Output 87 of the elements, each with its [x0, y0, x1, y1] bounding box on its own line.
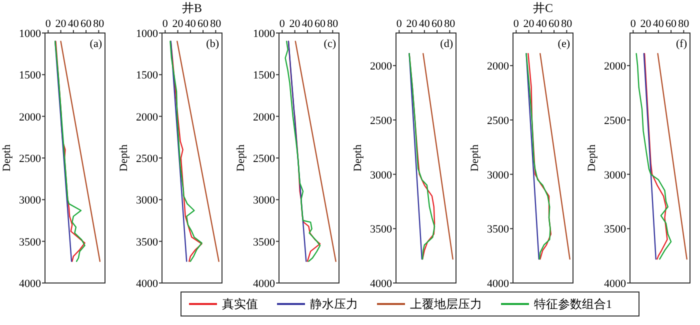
x-tick-label: 80: [210, 18, 222, 30]
x-tick-label: 0: [630, 18, 636, 30]
legend-label: 静水压力: [310, 297, 358, 311]
y-axis-title: Depth: [469, 144, 481, 172]
annotation: (d): [440, 38, 454, 50]
x-tick-label: 80: [678, 18, 690, 30]
y-tick-label: 1000: [136, 28, 158, 40]
x-tick-label: 40: [418, 18, 430, 30]
y-tick-label: 2000: [370, 60, 392, 73]
x-tick-label: 80: [561, 18, 573, 30]
y-tick-label: 1000: [253, 28, 276, 40]
x-tick-label: 0: [396, 18, 402, 30]
y-tick-label: 2500: [487, 114, 510, 127]
x-tick-label: 0: [162, 18, 168, 30]
line-series: [636, 53, 672, 260]
legend-label: 特征参数组合1: [534, 297, 612, 311]
line-series: [408, 53, 436, 260]
x-tick-label: 40: [184, 18, 196, 30]
y-axis-title: Depth: [118, 144, 130, 172]
y-tick-label: 2500: [604, 114, 626, 127]
x-tick-label: 40: [302, 18, 314, 30]
y-tick-label: 4000: [487, 278, 510, 290]
annotation: (b): [206, 38, 220, 50]
x-tick-label: 0: [513, 18, 520, 30]
y-tick-label: 2000: [19, 111, 42, 124]
x-tick-label: 60: [80, 18, 92, 30]
y-tick-label: 3500: [604, 224, 626, 236]
y-axis-title: Depth: [352, 144, 364, 172]
y-tick-label: 2000: [136, 111, 158, 124]
chart-title: 井B: [182, 1, 202, 15]
x-tick-label: 20: [172, 18, 184, 30]
y-tick-label: 4000: [136, 278, 158, 290]
y-tick-label: 3500: [136, 236, 158, 248]
x-tick-label: 80: [327, 18, 339, 30]
y-tick-label: 3000: [604, 169, 626, 182]
y-tick-label: 3500: [370, 224, 392, 236]
y-axis-title: Depth: [235, 144, 247, 172]
y-tick-label: 3500: [487, 224, 510, 236]
x-tick-label: 20: [55, 18, 67, 30]
x-tick-label: 60: [666, 18, 678, 30]
x-tick-label: 40: [68, 18, 80, 30]
chart-title: 井C: [532, 1, 554, 15]
line-series: [644, 53, 668, 260]
y-tick-label: 3500: [253, 236, 276, 248]
x-tick-label: 60: [314, 18, 326, 30]
y-tick-label: 3000: [487, 169, 510, 182]
y-tick-label: 2000: [487, 60, 510, 73]
annotation: (f): [676, 38, 688, 50]
y-tick-label: 2500: [136, 153, 158, 165]
y-tick-label: 2500: [19, 153, 42, 165]
y-tick-label: 4000: [370, 278, 392, 290]
y-tick-label: 4000: [19, 278, 42, 290]
x-tick-label: 60: [198, 18, 210, 30]
y-tick-label: 1000: [19, 28, 42, 40]
x-tick-label: 0: [45, 18, 52, 30]
y-tick-label: 3000: [370, 169, 392, 182]
y-axis-title: Depth: [1, 144, 13, 172]
y-tick-label: 4000: [604, 278, 626, 290]
x-tick-label: 20: [406, 18, 418, 30]
x-tick-label: 20: [523, 18, 535, 30]
y-tick-label: 4000: [253, 278, 276, 290]
x-tick-label: 60: [548, 18, 560, 30]
y-tick-label: 1500: [253, 70, 276, 82]
y-tick-label: 3500: [19, 236, 42, 248]
legend-label: 真实值: [222, 297, 258, 311]
x-tick-label: 80: [444, 18, 456, 30]
x-tick-label: 80: [93, 18, 105, 30]
y-tick-label: 2500: [370, 114, 392, 127]
x-tick-label: 60: [432, 18, 444, 30]
x-tick-label: 20: [640, 18, 652, 30]
y-tick-label: 3000: [253, 194, 276, 207]
x-tick-label: 20: [289, 18, 301, 30]
y-tick-label: 1500: [19, 70, 42, 82]
annotation: (a): [90, 38, 102, 50]
y-tick-label: 2000: [253, 111, 276, 124]
x-tick-label: 0: [279, 18, 286, 30]
y-tick-label: 1500: [136, 70, 158, 82]
y-tick-label: 3000: [19, 194, 42, 207]
x-tick-label: 40: [536, 18, 548, 30]
annotation: (c): [324, 38, 336, 50]
legend-label: 上覆地层压力: [410, 297, 482, 311]
annotation: (e): [558, 38, 570, 50]
y-tick-label: 2000: [604, 60, 626, 73]
x-tick-label: 40: [652, 18, 664, 30]
y-tick-label: 3000: [136, 194, 158, 207]
y-tick-label: 2500: [253, 153, 276, 165]
y-axis-title: Depth: [586, 144, 598, 172]
